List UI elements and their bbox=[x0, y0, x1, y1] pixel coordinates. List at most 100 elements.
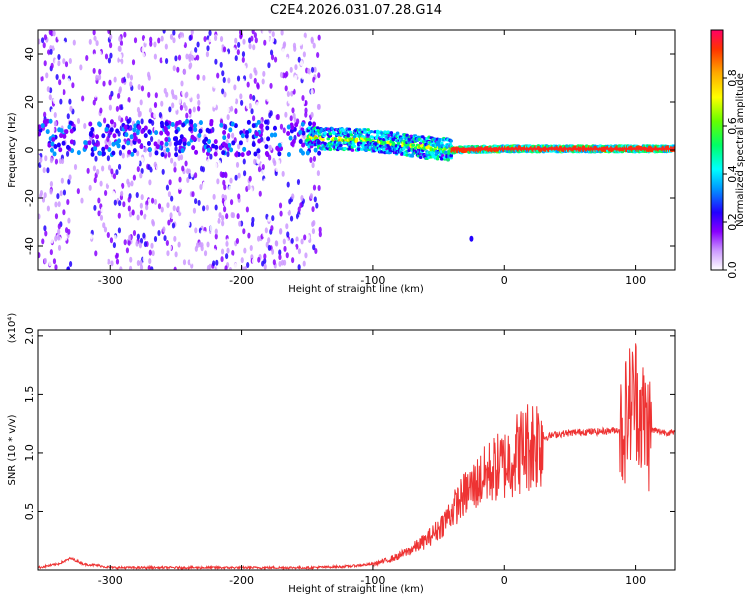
heatmap-cell bbox=[231, 60, 235, 67]
heatmap-cell bbox=[287, 97, 291, 104]
heatmap-cell bbox=[297, 191, 301, 198]
heatmap-cell bbox=[130, 180, 134, 187]
heatmap-cell bbox=[198, 120, 203, 126]
heatmap-cell bbox=[301, 94, 305, 101]
heatmap-cell bbox=[131, 59, 136, 66]
heatmap-cell bbox=[310, 88, 314, 95]
heatmap-cell bbox=[274, 154, 278, 161]
heatmap-cell bbox=[232, 217, 236, 224]
heatmap-cell bbox=[106, 135, 110, 142]
heatmap-cell bbox=[142, 232, 146, 239]
heatmap-cell bbox=[305, 150, 310, 156]
heatmap-cell bbox=[301, 32, 305, 39]
heatmap-cell bbox=[309, 145, 314, 149]
heatmap-cell bbox=[133, 64, 137, 71]
heatmap-cell bbox=[206, 45, 210, 52]
heatmap-cell bbox=[312, 155, 316, 162]
heatmap-cell bbox=[282, 42, 286, 49]
heatmap-cell bbox=[167, 114, 171, 121]
heatmap-cell bbox=[216, 178, 220, 185]
heatmap-cell bbox=[272, 259, 276, 266]
colorbar-tick-label: 0.4 bbox=[726, 165, 739, 183]
heatmap-cell bbox=[150, 136, 154, 143]
heatmap-cell bbox=[243, 170, 247, 177]
heatmap-cell bbox=[123, 239, 127, 246]
heatmap-cell bbox=[291, 193, 295, 200]
heatmap-cell bbox=[50, 237, 54, 244]
heatmap-cell bbox=[203, 36, 207, 43]
heatmap-cell bbox=[375, 131, 380, 135]
heatmap-cell bbox=[129, 256, 133, 263]
heatmap-cell bbox=[223, 194, 228, 201]
heatmap-cell bbox=[170, 75, 175, 82]
heatmap-cell bbox=[113, 249, 117, 256]
heatmap-cell bbox=[253, 77, 257, 84]
heatmap-cell bbox=[49, 188, 53, 195]
heatmap-cell bbox=[166, 250, 170, 257]
heatmap-cell bbox=[308, 165, 312, 172]
heatmap-cell bbox=[228, 185, 232, 192]
heatmap-cell bbox=[121, 152, 125, 159]
heatmap-cell bbox=[280, 30, 284, 36]
heatmap-cell bbox=[148, 147, 153, 153]
heatmap-cell bbox=[148, 118, 153, 124]
heatmap-cell bbox=[120, 190, 124, 197]
heatmap-cell bbox=[285, 188, 290, 195]
heatmap-cell bbox=[46, 167, 50, 174]
heatmap-cell bbox=[92, 53, 97, 60]
heatmap-cell bbox=[38, 131, 42, 137]
heatmap-cell bbox=[143, 241, 148, 248]
heatmap-cell bbox=[80, 54, 84, 61]
heatmap-cell bbox=[38, 124, 42, 130]
heatmap-cell bbox=[59, 128, 64, 134]
heatmap-cell bbox=[92, 210, 96, 217]
heatmap-cell bbox=[101, 133, 106, 139]
heatmap-cell bbox=[223, 200, 228, 207]
heatmap-cell bbox=[191, 191, 195, 198]
heatmap-cell bbox=[153, 198, 158, 205]
heatmap-cell bbox=[206, 264, 211, 270]
bottom-y-tick-label: 1.5 bbox=[23, 386, 36, 404]
heatmap-cell bbox=[234, 55, 238, 62]
heatmap-cell bbox=[213, 132, 217, 139]
heatmap-cell bbox=[176, 205, 180, 212]
heatmap-cell bbox=[116, 247, 120, 254]
bottom-y-tick-label: 2.0 bbox=[23, 327, 36, 345]
heatmap-cell bbox=[194, 198, 198, 205]
heatmap-cell bbox=[227, 133, 231, 140]
heatmap-cell bbox=[307, 67, 311, 74]
heatmap-cell bbox=[314, 79, 318, 86]
heatmap-cell bbox=[189, 119, 194, 125]
heatmap-cell bbox=[67, 217, 71, 224]
heatmap-cell bbox=[220, 248, 225, 255]
heatmap-cell bbox=[94, 250, 98, 257]
heatmap-cell bbox=[190, 30, 194, 36]
heatmap-cell bbox=[111, 190, 116, 197]
heatmap-cell bbox=[51, 229, 56, 236]
heatmap-cell bbox=[99, 214, 104, 221]
heatmap-cell bbox=[136, 106, 141, 113]
heatmap-cell bbox=[307, 105, 312, 112]
heatmap-cell bbox=[122, 70, 126, 77]
colorbar-label: Normalized spectral amplitude bbox=[735, 73, 746, 227]
heatmap-cell bbox=[68, 260, 73, 267]
heatmap-cell bbox=[223, 171, 228, 178]
heatmap-cell bbox=[102, 222, 106, 229]
heatmap-cell bbox=[141, 250, 145, 257]
heatmap-cell bbox=[131, 209, 135, 216]
heatmap-cell bbox=[164, 58, 169, 65]
heatmap-cell bbox=[203, 198, 207, 205]
heatmap-cell bbox=[172, 65, 176, 72]
heatmap-cell bbox=[127, 156, 131, 163]
heatmap-cell bbox=[291, 107, 295, 114]
heatmap-cell bbox=[299, 39, 303, 46]
heatmap-cell bbox=[46, 205, 50, 212]
heatmap-cell bbox=[260, 169, 265, 176]
heatmap-cell bbox=[52, 84, 56, 91]
heatmap-cell bbox=[234, 152, 239, 158]
heatmap-cell bbox=[277, 151, 282, 157]
heatmap-cell bbox=[73, 163, 78, 170]
heatmap-cell bbox=[256, 83, 260, 90]
heatmap-cell bbox=[92, 99, 96, 106]
heatmap-cell bbox=[293, 45, 297, 52]
